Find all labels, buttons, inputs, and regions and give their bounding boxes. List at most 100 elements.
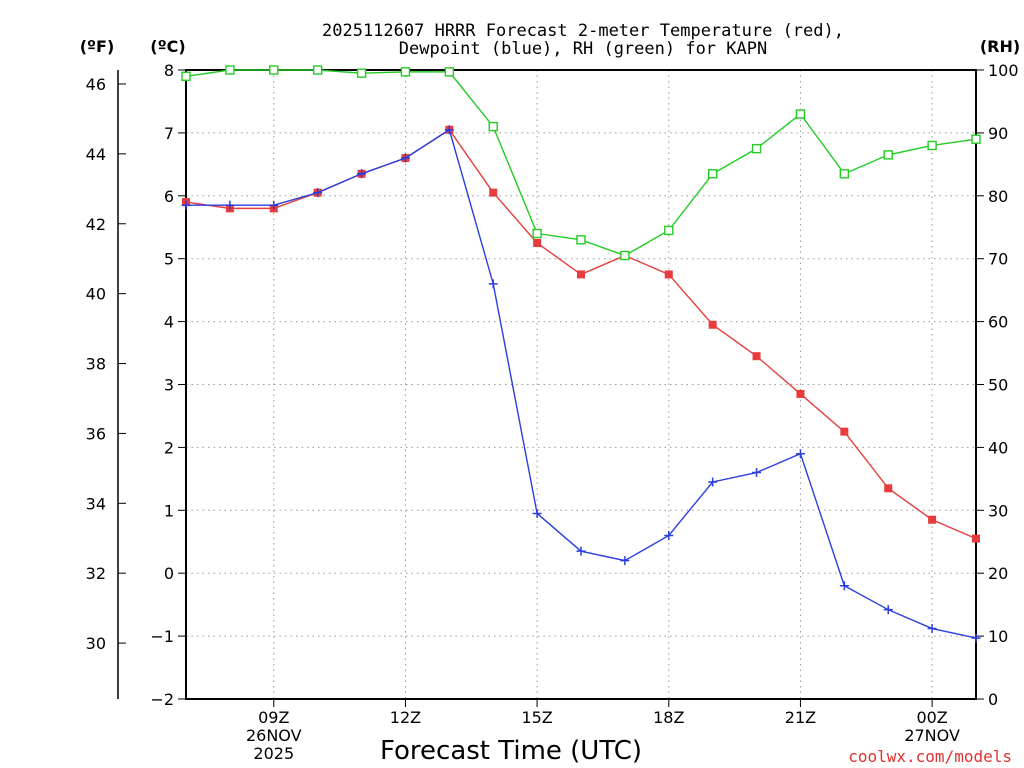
dewpoint-point (839, 581, 849, 591)
chart-title-line2: Dewpoint (blue), RH (green) for KAPN (399, 39, 767, 59)
rh-point (795, 109, 806, 119)
rh-point (839, 169, 850, 179)
dewpoint-point (269, 200, 279, 210)
rh-point (181, 71, 191, 81)
rh-point (751, 143, 762, 154)
x-tick-date-label: 27NOV (904, 726, 960, 745)
fahrenheit-tick-label: 42 (86, 215, 106, 234)
dewpoint-point (927, 624, 937, 634)
rh-point (400, 67, 411, 77)
x-tick-label: 15Z (521, 708, 552, 727)
dewpoint-point (971, 633, 981, 643)
rh-tick-label: 70 (988, 250, 1008, 269)
celsius-tick-label: 5 (164, 250, 174, 269)
rh-point (488, 121, 498, 132)
rh-tick-label: 60 (988, 313, 1008, 332)
rh-tick-label: 30 (988, 501, 1008, 520)
temperature-point (577, 270, 585, 279)
dewpoint-point (664, 530, 674, 540)
x-axis-title: Forecast Time (UTC) (380, 736, 642, 766)
dewpoint-point (620, 556, 630, 566)
rh-point (225, 65, 235, 75)
temperature-point (752, 352, 761, 361)
celsius-unit-label: (ºC) (150, 37, 185, 56)
fahrenheit-tick-label: 40 (86, 285, 106, 304)
temperature-point (928, 515, 937, 524)
rh-tick-label: 40 (988, 438, 1008, 457)
fahrenheit-unit-label: (ºF) (80, 37, 115, 56)
dewpoint-point (444, 125, 454, 135)
fahrenheit-tick-label: 36 (86, 424, 106, 443)
dewpoint-point (313, 188, 323, 198)
fahrenheit-tick-label: 34 (86, 494, 106, 513)
x-tick-label: 18Z (653, 708, 684, 727)
rh-tick-label: 20 (988, 564, 1008, 583)
dewpoint-point (532, 508, 542, 518)
rh-point (576, 235, 586, 245)
x-tick-date-label: 2025 (253, 744, 294, 763)
axes: −2−1012345678303234363840424446010203040… (86, 61, 1019, 763)
data-series (181, 65, 981, 643)
temperature-point (489, 188, 498, 197)
rh-tick-label: 0 (988, 690, 998, 709)
rh-tick-label: 80 (988, 187, 1008, 206)
dewpoint-point (400, 153, 410, 163)
dewpoint-point (752, 468, 762, 478)
x-tick-label: 21Z (785, 708, 816, 727)
celsius-tick-label: 7 (164, 124, 174, 143)
dewpoint-point (488, 279, 498, 289)
x-tick-label: 09Z (258, 708, 289, 727)
celsius-tick-label: 6 (164, 187, 174, 206)
celsius-tick-label: −2 (150, 690, 174, 709)
rh-unit-label: (RH) (980, 37, 1020, 56)
rh-point (971, 134, 981, 144)
dewpoint-point (795, 449, 805, 459)
fahrenheit-tick-label: 46 (86, 75, 106, 94)
rh-point (269, 65, 279, 75)
fahrenheit-tick-label: 44 (86, 145, 106, 164)
rh-line (185, 69, 977, 257)
celsius-tick-label: 2 (164, 438, 174, 457)
rh-point (444, 67, 455, 77)
celsius-tick-label: 4 (164, 313, 174, 332)
rh-point (664, 225, 674, 236)
dewpoint-point (883, 605, 893, 615)
x-tick-date-label: 26NOV (246, 726, 302, 745)
dewpoint-point (708, 477, 718, 487)
rh-point (532, 228, 542, 239)
temperature-point (708, 320, 717, 329)
dewpoint-line (186, 128, 977, 639)
rh-tick-label: 10 (988, 627, 1008, 646)
rh-tick-label: 100 (988, 61, 1019, 80)
temperature-point (884, 484, 893, 493)
credit-link[interactable]: coolwx.com/models (848, 747, 1012, 766)
temperature-line (185, 128, 977, 540)
rh-point (707, 169, 718, 179)
fahrenheit-tick-label: 30 (86, 634, 106, 653)
rh-tick-label: 50 (988, 376, 1008, 395)
temperature-point (972, 534, 980, 543)
dewpoint-point (357, 169, 367, 179)
dewpoint-point (225, 200, 235, 210)
x-tick-label: 12Z (390, 708, 421, 727)
chart-title-line1: 2025112607 HRRR Forecast 2-meter Tempera… (322, 21, 844, 41)
dewpoint-point (576, 546, 586, 556)
celsius-tick-label: 0 (164, 564, 174, 583)
temperature-point (664, 270, 673, 279)
dewpoint-point (181, 200, 191, 210)
rh-point (356, 68, 367, 78)
gridlines (186, 69, 976, 700)
rh-point (312, 65, 323, 75)
celsius-tick-label: 3 (164, 376, 174, 395)
rh-point (883, 150, 893, 160)
fahrenheit-tick-label: 38 (86, 355, 106, 374)
temperature-point (796, 389, 805, 398)
x-tick-label: 00Z (916, 708, 947, 727)
celsius-tick-label: 1 (164, 501, 174, 520)
temperature-point (533, 238, 542, 247)
rh-point (620, 250, 630, 261)
temperature-point (840, 427, 849, 436)
rh-tick-label: 90 (988, 124, 1008, 143)
celsius-tick-label: 8 (164, 61, 174, 80)
